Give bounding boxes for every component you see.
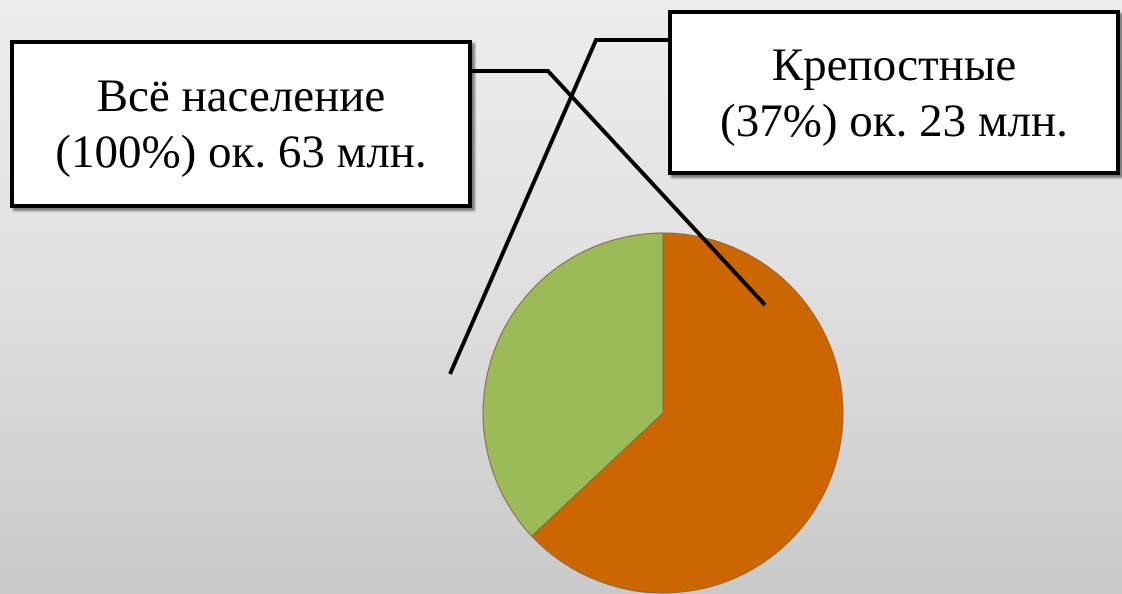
pie-slice-1 — [531, 232, 844, 594]
callout-serfs-line2: (37%) ок. 23 млн. — [720, 94, 1068, 147]
callout-all-population-line2: (100%) ок. 63 млн. — [55, 126, 427, 178]
callout-all-population-line1: Всё население — [96, 70, 386, 122]
leader-line-serfs — [448, 38, 668, 375]
pie-slices — [482, 232, 844, 594]
leader-line-all-population — [472, 69, 767, 307]
leader-lines — [448, 38, 767, 375]
callout-serfs-line1: Крепостные — [771, 38, 1017, 91]
callout-serfs: Крепостные (37%) ок. 23 млн. — [668, 10, 1120, 175]
callout-all-population: Всё население (100%) ок. 63 млн. — [10, 40, 472, 208]
pie-slice-0 — [482, 232, 664, 537]
